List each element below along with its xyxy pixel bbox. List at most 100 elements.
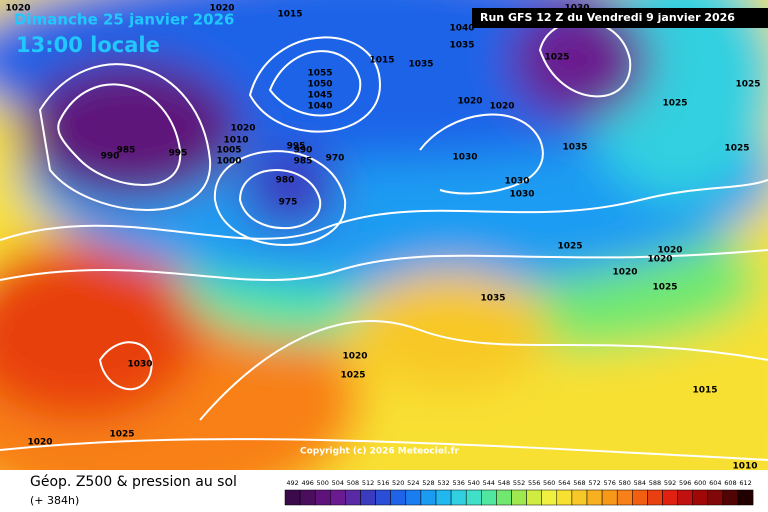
isobar-label: 1020 [209,4,234,14]
footer-title: Géop. Z500 & pression au sol [30,474,237,490]
footer-lead: (+ 384h) [30,494,79,507]
isobar-label: 1025 [544,53,569,63]
scale-label: 528 [422,479,434,487]
isobar-label: 1030 [509,190,534,200]
scale-label: 540 [468,479,480,487]
isobar-label: 1020 [657,246,682,256]
scale-swatch [450,489,467,506]
isobar-label: 1045 [307,91,332,101]
isobar-label: 1015 [692,386,717,396]
scale-label: 560 [543,479,555,487]
scale-label: 532 [437,479,449,487]
isobar-label: 1020 [230,124,255,134]
scale-label: 536 [452,479,464,487]
scale-swatch [632,489,648,506]
footer: Géop. Z500 & pression au sol (+ 384h) 49… [30,474,754,507]
scale-swatch [677,489,693,506]
scale-swatch [360,489,376,506]
scale-swatch [375,489,391,506]
scale-swatch [692,489,709,506]
scale-label: 576 [603,479,615,487]
scale-swatch [314,489,331,506]
scale-swatch [526,489,542,506]
scale-label: 612 [739,479,751,487]
scale-swatch [330,489,346,506]
scale-swatch [435,489,452,506]
isobar-label: 1000 [216,157,241,167]
isobar-label: 985 [117,146,136,156]
isobar-label: 985 [294,157,313,167]
map: 1020 1015 1020 1040 1035 1030 1025 1035 10551050… [0,0,768,470]
isobar-label: 1020 [647,255,672,265]
forecast-date: Dimanche 25 janvier 2026 [14,11,235,29]
scale-label: 500 [317,479,329,487]
scale-swatch [571,489,588,506]
isobar-label: 1020 [457,97,482,107]
isobar-label: 1025 [652,283,677,293]
scale-swatch [647,489,663,506]
scale-swatch [420,489,437,506]
scale-swatch [481,489,497,506]
isobar-label: 995 [287,142,306,152]
isobar-label: 1025 [557,242,582,252]
isobar-label: 990 [101,152,120,162]
scale-swatch [511,489,527,506]
isobar-label: 990 [294,146,313,156]
scale-label: 492 [286,479,298,487]
isobar-label: 1005 [216,146,241,156]
scale-label: 504 [332,479,344,487]
scale-label: 556 [528,479,540,487]
scale-swatch [662,489,678,506]
scale-swatch [737,489,754,506]
isobar-label: 980 [276,176,295,186]
scale-label: 564 [558,479,570,487]
isobar-label: 1025 [724,144,749,154]
scale-label: 524 [407,479,419,487]
isobar-label: 1030 [504,177,529,187]
isobar-label: 1030 [452,153,477,163]
isobar-label: 1035 [408,60,433,70]
scale-label: 580 [619,479,631,487]
scale-swatch [465,489,482,506]
isobar-label: 1035 [449,41,474,51]
scale-label: 520 [392,479,404,487]
isobar-label: 970 [326,154,345,164]
isobar-label: 995 [169,149,188,159]
isobar-label: 1050 [307,80,332,90]
scale-label: 496 [301,479,313,487]
scale-label: 552 [513,479,525,487]
isobar-label: 1025 [662,99,687,109]
scale-label: 588 [649,479,661,487]
scale-label: 608 [724,479,736,487]
isobar-label: 1030 [127,360,152,370]
isobar-label: 975 [279,198,298,208]
scale-label: 604 [709,479,721,487]
scale-swatch [707,489,724,506]
scale-label: 512 [362,479,374,487]
isobar-label: 1020 [489,102,514,112]
geopotential-field [0,0,768,470]
scale-label: 548 [498,479,510,487]
scale-label: 568 [573,479,585,487]
scale-label: 600 [694,479,706,487]
copyright: Copyright (c) 2026 Meteociel.fr [300,447,459,457]
color-scale: 492 496 500 504 508 512 516 520 524 528 532 536 540 5… [284,479,754,506]
isobar-label: 1010 [223,136,248,146]
scale-swatch [345,489,361,506]
scale-swatch [405,489,422,506]
isobar-label: 1040 [449,24,474,34]
isobar-label: 1025 [340,371,365,381]
scale-swatch [299,489,316,506]
forecast-time: 13:00 locale [16,33,160,57]
scale-label: 516 [377,479,389,487]
scale-label: 508 [347,479,359,487]
isobar-label: 1015 [369,56,394,66]
scale-swatch [541,489,558,506]
isobar-label: 1035 [480,294,505,304]
scale-label: 596 [679,479,691,487]
isobar-label: 1015 [277,10,302,20]
scale-swatch [586,489,603,506]
run-info: Run GFS 12 Z du Vendredi 9 janvier 2026 [480,11,735,24]
isobar-label: 1025 [109,430,134,440]
